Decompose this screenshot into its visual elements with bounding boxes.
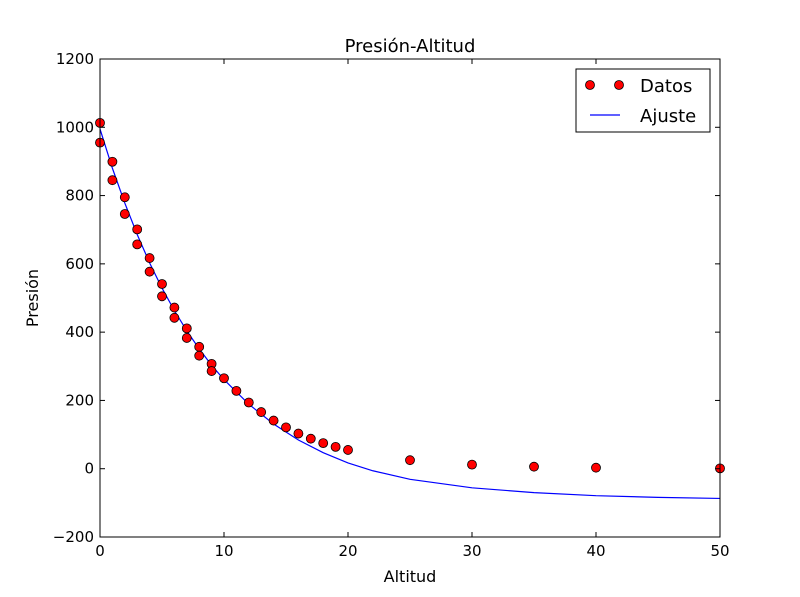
data-point [181,333,192,343]
x-axis-label: Altitud [384,567,437,586]
legend-marker-datos [614,80,624,90]
data-point [343,445,353,455]
data-point [330,441,341,452]
y-tick-label: −200 [53,528,94,546]
y-tick-label: 600 [65,255,94,273]
x-tick-label: 50 [710,542,729,560]
x-tick-label: 0 [95,542,105,560]
data-point [256,407,267,417]
y-tick-label: 800 [65,187,94,205]
data-point [305,433,316,444]
data-point [231,385,242,396]
data-point [119,192,130,203]
data-point [591,462,601,473]
x-tick-label: 20 [338,542,357,560]
data-point [157,291,167,302]
data-point [467,459,477,470]
data-point [318,438,329,449]
data-point [132,224,143,235]
data-point [194,350,205,361]
y-tick-label: 0 [84,460,94,478]
x-tick-label: 30 [462,542,481,560]
y-axis-label: Presión [23,269,42,327]
data-point [243,397,254,408]
data-point [132,239,143,250]
data-point [169,312,180,323]
data-point [529,461,539,472]
x-tick-label: 40 [586,542,605,560]
data-point [107,175,118,186]
data-point [144,266,155,277]
chart-title: Presión-Altitud [345,36,476,57]
legend-label-ajuste: Ajuste [640,106,696,127]
legend: Datos Ajuste [575,68,711,133]
data-point [268,415,279,426]
legend-box [575,68,711,133]
y-tick-label: 400 [65,323,94,341]
data-point [169,302,180,313]
data-point [194,341,205,352]
x-tick-label: 10 [214,542,233,560]
data-point [107,156,118,167]
data-point [157,279,167,289]
data-point [181,323,192,334]
y-tick-label: 1000 [56,118,94,136]
legend-label-datos: Datos [640,76,692,97]
data-point [219,373,229,384]
legend-marker-datos [585,80,595,90]
plot-frame [99,58,721,538]
data-point [293,428,304,439]
data-point [405,455,415,466]
y-tick-label: 200 [65,391,94,409]
data-point [281,422,291,433]
data-point [144,253,155,263]
data-point [119,209,130,219]
data-point [206,366,217,376]
y-tick-label: 1200 [56,50,94,68]
